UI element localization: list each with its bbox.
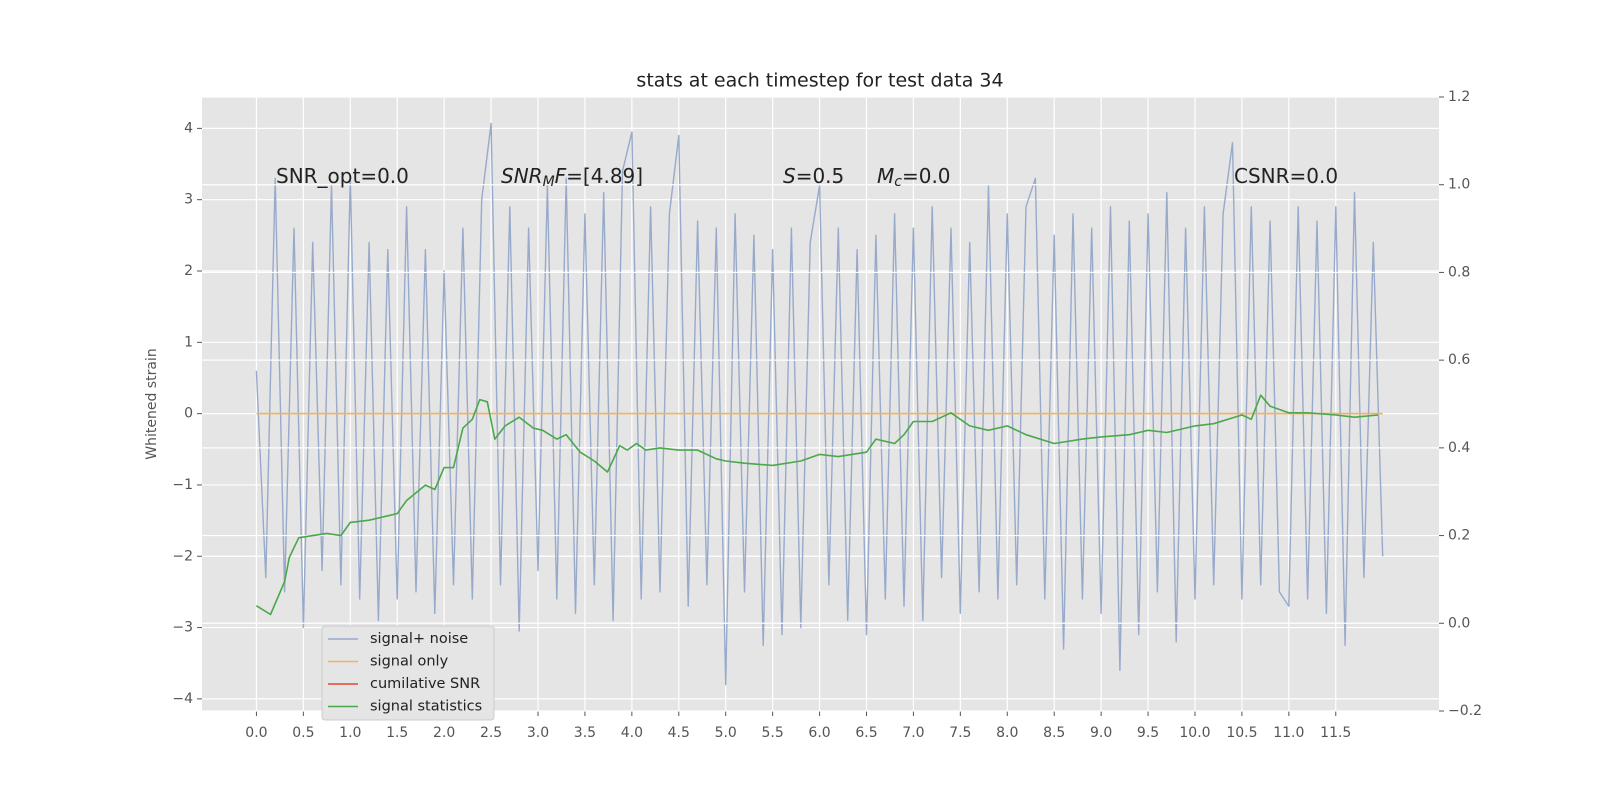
x-tick-label: 5.0 <box>715 725 737 741</box>
y2-tick-label: 0.0 <box>1448 615 1470 631</box>
annotation-part: SNR_opt=0.0 <box>276 164 409 188</box>
x-tick-label: 2.0 <box>433 725 455 741</box>
x-tick-label: 1.5 <box>386 725 408 741</box>
y2-grid <box>202 96 1439 712</box>
y2-tick-label: 1.2 <box>1448 89 1470 105</box>
annotation-part: =[4.89] <box>566 164 643 188</box>
chart-title: stats at each timestep for test data 34 <box>636 70 1003 92</box>
y-tick-label: −3 <box>172 620 193 636</box>
annotation: S=0.5 <box>783 164 844 188</box>
legend-label: signal only <box>370 654 449 670</box>
annotation-part: F <box>555 164 567 188</box>
x-tick-label: 0.0 <box>245 725 267 741</box>
x-tick-label: 6.5 <box>855 725 877 741</box>
plot-lines <box>255 122 1384 686</box>
annotation-part: CSNR=0.0 <box>1234 164 1338 188</box>
series-line <box>255 122 1384 686</box>
y-tick-label: 4 <box>184 120 193 136</box>
annotation-part: =0.5 <box>796 164 845 188</box>
legend-label: cumilative SNR <box>370 676 480 692</box>
y2-tick-label: 0.8 <box>1448 264 1470 280</box>
x-tick-label: 0.5 <box>292 725 314 741</box>
x-tick-label: 10.5 <box>1226 725 1257 741</box>
x-tick-label: 11.0 <box>1273 725 1304 741</box>
y-tick-label: −2 <box>172 548 193 564</box>
y-tick-label: 1 <box>184 334 193 350</box>
x-tick-label: 11.5 <box>1320 725 1351 741</box>
y-tick-label: 0 <box>184 406 193 422</box>
y-axis-label: Whitened strain <box>144 348 160 459</box>
y-tick-label: −4 <box>172 691 193 707</box>
annotation-part: S <box>783 164 796 188</box>
legend-box <box>321 625 495 721</box>
x-tick-label: 10.0 <box>1179 725 1210 741</box>
y2-tick-label: 0.2 <box>1448 528 1470 544</box>
x-tick-label: 4.0 <box>621 725 643 741</box>
y-tick-label: −1 <box>172 477 193 493</box>
x-tick-label: 7.5 <box>949 725 971 741</box>
annotation: CSNR=0.0 <box>1234 164 1338 188</box>
y2-tick-label: −0.2 <box>1448 703 1482 719</box>
x-tick-label: 3.5 <box>574 725 596 741</box>
annotation: SNRMF=[4.89] <box>501 164 643 191</box>
x-tick-label: 6.0 <box>808 725 830 741</box>
y-tick-label: 2 <box>184 263 193 279</box>
x-tick-label: 4.5 <box>668 725 690 741</box>
x-tick-label: 3.0 <box>527 725 549 741</box>
y2-tick-label: 1.0 <box>1448 177 1470 193</box>
annotation: Mc=0.0 <box>877 164 951 191</box>
annotation-part: SNR <box>501 164 543 188</box>
annotation: SNR_opt=0.0 <box>276 164 409 188</box>
legend-label: signal+ noise <box>370 631 468 647</box>
x-tick-label: 9.5 <box>1137 725 1159 741</box>
y2-tick-label: 0.6 <box>1448 352 1470 368</box>
annotation-part: c <box>894 174 902 190</box>
x-tick-label: 8.5 <box>1043 725 1065 741</box>
x-tick-label: 7.0 <box>902 725 924 741</box>
x-tick-label: 2.5 <box>480 725 502 741</box>
annotation-part: M <box>543 174 555 190</box>
plot-background <box>202 97 1439 711</box>
x-tick-label: 1.0 <box>339 725 361 741</box>
x-tick-label: 8.0 <box>996 725 1018 741</box>
annotation-part: =0.0 <box>902 164 951 188</box>
legend-label: signal statistics <box>370 699 482 715</box>
series-line <box>255 394 1379 616</box>
annotation-part: M <box>877 164 894 188</box>
x-tick-label: 9.0 <box>1090 725 1112 741</box>
y2-tick-label: 0.4 <box>1448 440 1470 456</box>
y-tick-label: 3 <box>184 192 193 208</box>
x-tick-label: 5.5 <box>762 725 784 741</box>
